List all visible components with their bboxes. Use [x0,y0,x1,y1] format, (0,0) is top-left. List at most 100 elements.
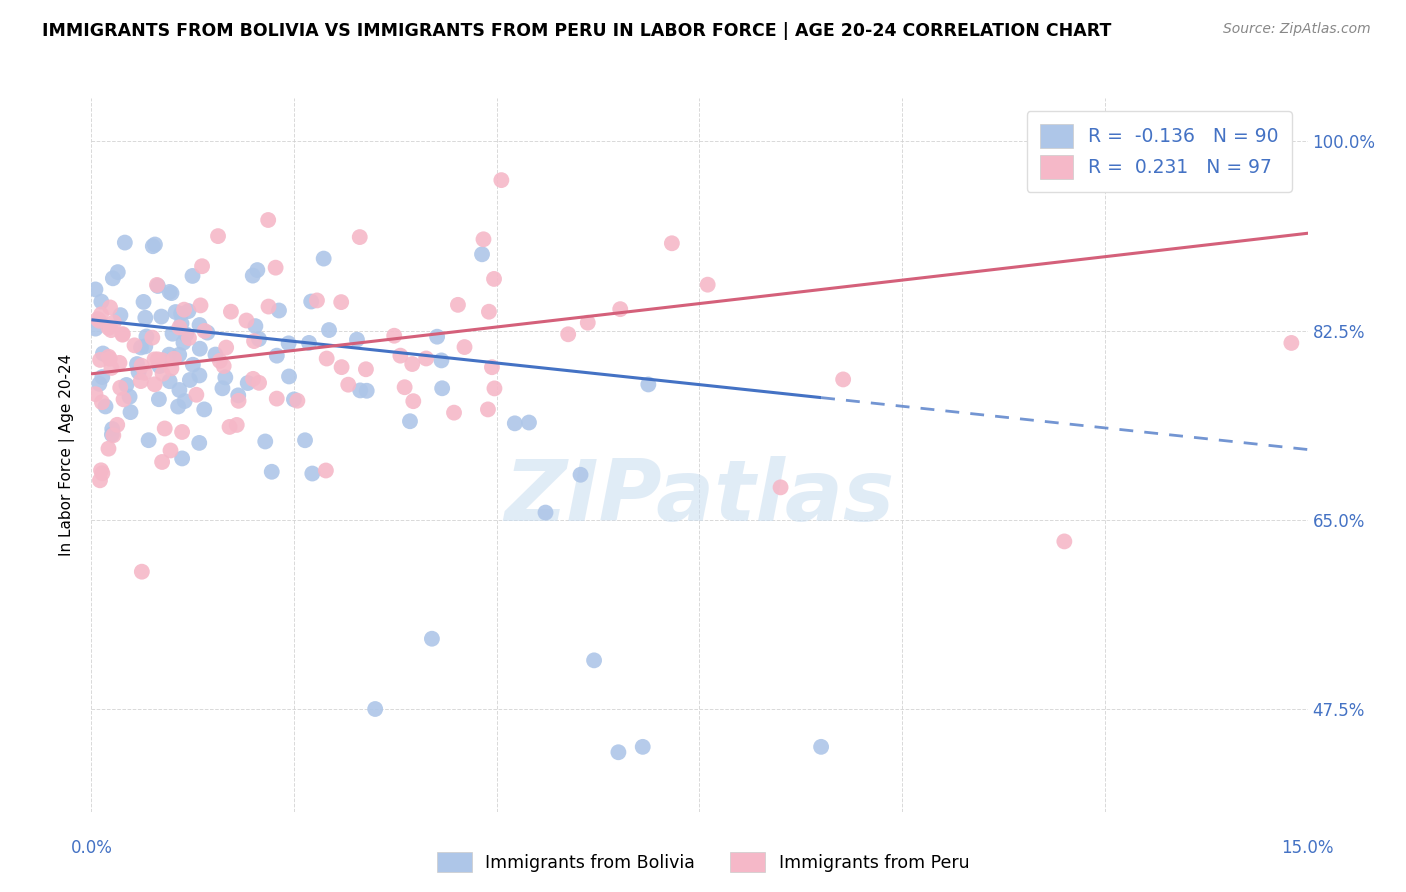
Point [162,326,184,341]
Point [165,305,187,319]
Point [150,455,173,469]
Point [188,342,211,356]
Point [163,351,186,366]
Point [138,433,160,447]
Point [312,252,335,266]
Point [211,381,233,395]
Point [219,304,242,318]
Point [218,420,240,434]
Point [134,339,156,353]
Point [152,367,174,381]
Point [143,237,166,252]
Point [402,394,425,409]
Point [172,451,194,466]
Point [159,285,181,299]
Point [215,341,238,355]
Point [569,467,592,482]
Point [160,286,183,301]
Point [159,443,181,458]
Point [167,348,190,362]
Point [478,304,501,318]
Point [97,442,120,456]
Point [420,632,443,646]
Point [266,392,288,406]
Point [167,400,190,414]
Point [477,402,499,417]
Point [389,349,412,363]
Point [637,377,659,392]
Point [84,387,107,401]
Point [212,359,235,373]
Point [114,235,136,250]
Point [90,463,112,477]
Point [134,366,156,380]
Point [260,465,283,479]
Point [170,307,193,321]
Point [89,473,111,487]
Point [430,353,453,368]
Point [142,239,165,253]
Point [337,377,360,392]
Point [157,348,180,362]
Point [294,434,316,448]
Point [298,335,321,350]
Point [131,565,153,579]
Text: Source: ZipAtlas.com: Source: ZipAtlas.com [1223,22,1371,37]
Point [447,298,470,312]
Point [111,327,134,342]
Point [108,356,131,370]
Point [399,414,422,428]
Point [103,428,125,442]
Point [576,316,599,330]
Point [696,277,718,292]
Point [257,300,280,314]
Point [89,353,111,368]
Text: IMMIGRANTS FROM BOLIVIA VS IMMIGRANTS FROM PERU IN LABOR FORCE | AGE 20-24 CORRE: IMMIGRANTS FROM BOLIVIA VS IMMIGRANTS FR… [42,22,1112,40]
Y-axis label: In Labor Force | Age 20-24: In Labor Force | Age 20-24 [59,354,76,556]
Point [330,360,353,375]
Point [186,388,208,402]
Point [214,370,236,384]
Point [208,354,231,368]
Point [583,653,606,667]
Point [90,395,112,409]
Point [193,402,215,417]
Point [91,467,114,481]
Legend: Immigrants from Bolivia, Immigrants from Peru: Immigrants from Bolivia, Immigrants from… [430,845,976,879]
Point [453,340,475,354]
Point [146,279,169,293]
Point [91,346,114,360]
Point [631,739,654,754]
Point [188,368,211,383]
Point [481,360,503,375]
Point [132,294,155,309]
Point [110,308,132,322]
Point [517,416,540,430]
Point [90,307,112,321]
Point [287,393,309,408]
Point [173,394,195,409]
Point [125,357,148,371]
Point [769,480,792,494]
Point [482,272,505,286]
Point [242,268,264,283]
Point [277,336,299,351]
Point [84,282,107,296]
Point [101,271,124,285]
Point [242,372,264,386]
Point [188,318,211,332]
Point [394,380,416,394]
Point [299,294,322,309]
Point [382,328,405,343]
Point [107,265,129,279]
Point [197,326,219,340]
Point [173,302,195,317]
Point [225,417,247,432]
Point [484,381,506,395]
Point [148,359,170,373]
Point [97,321,120,335]
Point [301,467,323,481]
Point [159,374,181,388]
Point [181,268,204,283]
Point [170,317,193,331]
